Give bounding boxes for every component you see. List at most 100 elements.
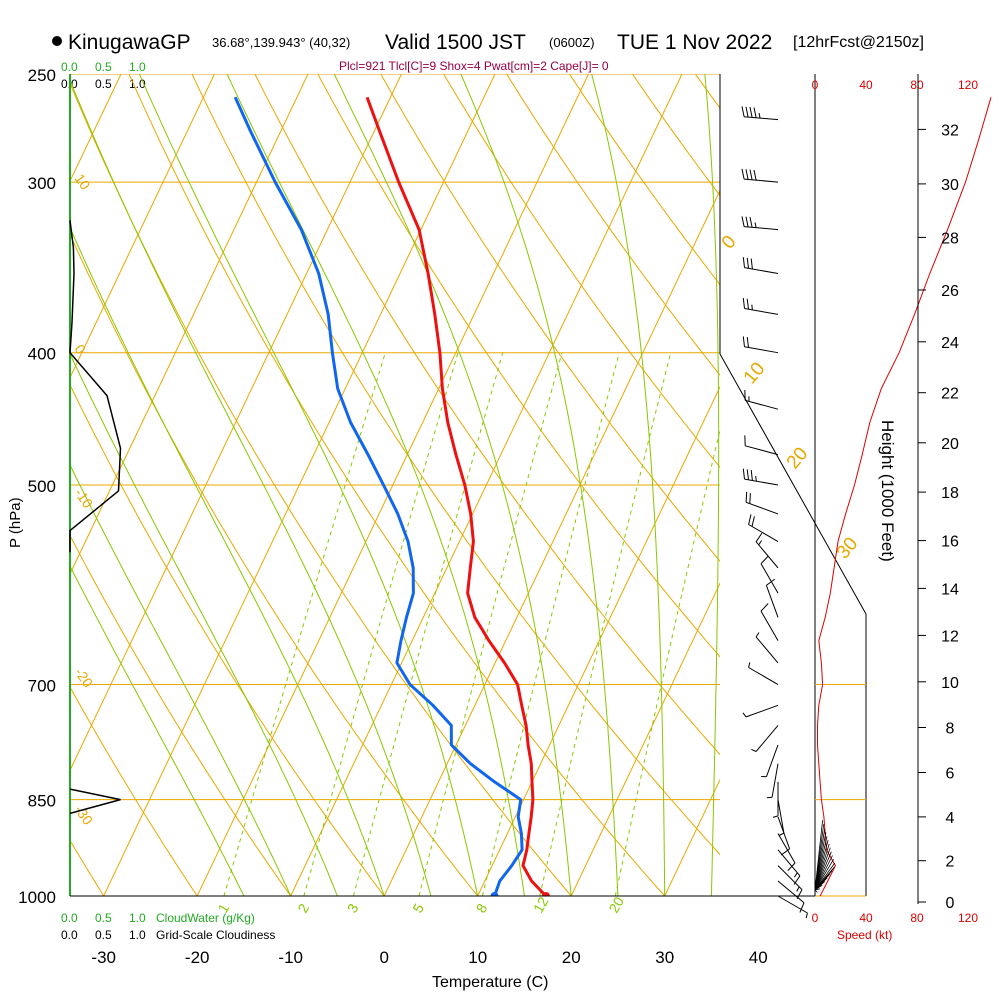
barb-flag [747, 337, 748, 347]
barb-staff [744, 227, 778, 230]
wind-barb [742, 169, 778, 182]
background-lines [0, 74, 1000, 896]
pressure-tick-label: 1000 [18, 888, 56, 907]
barb-flag [752, 516, 754, 526]
wind-barb [742, 106, 778, 119]
barb-half-flag [767, 797, 772, 798]
cloudiness-tick: 0.5 [95, 928, 112, 942]
height-tick-label: 12 [941, 628, 959, 645]
x-tick-label: 20 [562, 948, 581, 967]
wind-barb [749, 662, 778, 684]
utc-time: (0600Z) [549, 35, 595, 50]
barb-staff [761, 611, 778, 640]
barb-staff [756, 725, 778, 751]
barb-flag [749, 514, 751, 524]
wind-barb [761, 556, 778, 593]
wind-barb [767, 764, 778, 798]
wind-barb [743, 469, 778, 485]
height-tick-label: 26 [941, 283, 959, 300]
x-axis-title: Temperature (C) [432, 974, 548, 991]
pressure-tick-label: 400 [28, 345, 56, 364]
barb-half-flag [759, 541, 762, 545]
mixing-ratio-label: 3 [344, 901, 362, 916]
wind-barb [756, 533, 778, 568]
wind-barb [743, 257, 778, 273]
barb-flag [743, 336, 744, 346]
mixing-ratio-line [615, 353, 738, 896]
wind-speed-profile [818, 97, 992, 896]
station-dot-icon [52, 36, 62, 46]
barb-staff [745, 268, 779, 274]
wind-barb [743, 298, 778, 314]
wind-barb [766, 579, 778, 617]
pressure-tick-label: 700 [28, 677, 56, 696]
dry-adiabat-label: 10 [72, 171, 94, 193]
barb-staff [772, 764, 778, 798]
barb-staff [756, 542, 778, 568]
wind-barb [778, 850, 800, 885]
speed-tick-bottom: 40 [859, 911, 873, 925]
wind-barb [751, 725, 778, 751]
mixing-ratio-line [419, 353, 562, 896]
pressure-tick-label: 850 [28, 792, 56, 811]
barb-staff [749, 668, 778, 685]
barb-flag [747, 299, 748, 309]
wind-barb [756, 633, 778, 663]
barb-flag [751, 259, 752, 269]
wind-barb [746, 492, 778, 514]
barb-half-flag [773, 816, 778, 818]
barb-flag [746, 107, 748, 117]
barb-staff [761, 564, 778, 593]
wind-panel-border [720, 354, 866, 896]
cloudiness-tick: 1.0 [129, 928, 146, 942]
isotherm-label: 0 [718, 232, 741, 254]
wind-barb [742, 216, 778, 229]
barb-flag [761, 556, 768, 564]
mixing-ratio-label: 2 [294, 901, 312, 916]
barb-staff [778, 850, 800, 876]
speed-tick-top: 0 [812, 78, 819, 92]
height-tick-label: 28 [941, 230, 959, 247]
isotherm-label: 10 [740, 359, 770, 389]
height-tick-label: 8 [946, 721, 955, 738]
barb-half-flag [797, 887, 800, 892]
speed-tick-top: 40 [859, 78, 873, 92]
height-tick-label: 18 [941, 485, 959, 502]
station-name: KinugawaGP [68, 31, 191, 54]
pressure-tick-label: 300 [28, 174, 56, 193]
barb-flag [747, 469, 748, 479]
barb-staff [746, 705, 778, 717]
speed-tick-top: 120 [958, 78, 978, 92]
wind-barb [761, 745, 778, 777]
barb-staff [744, 179, 778, 182]
barb-staff [778, 800, 784, 833]
speed-tick-top: 80 [910, 78, 924, 92]
speed-axis-label: Speed (kt) [837, 928, 892, 942]
cloudiness-tick: 0.5 [95, 77, 112, 91]
cloudiness-label: Grid-Scale Cloudiness [156, 928, 275, 942]
x-tick-label: -30 [91, 948, 116, 967]
barb-staff [744, 117, 778, 120]
barb-staff [745, 479, 779, 485]
barb-flag [743, 469, 744, 479]
cloudiness-tick: 0.0 [61, 928, 78, 942]
barb-staff [749, 525, 778, 542]
height-tick-label: 32 [941, 122, 959, 139]
cloud-water-tick: 1.0 [129, 60, 146, 74]
wind-barb [749, 514, 778, 541]
height-tick-label: 2 [946, 854, 955, 871]
barb-flag [742, 106, 744, 116]
barb-flag [743, 257, 744, 267]
barb-half-flag [752, 305, 753, 310]
wind-barb [743, 336, 778, 352]
cloud-water-tick: 0.0 [61, 60, 78, 74]
barb-flag [750, 107, 752, 117]
dry-adiabat-label: -10 [72, 485, 97, 511]
barb-flag [746, 492, 747, 502]
cloud-axis-bottom: 0.0 0.5 1.0 CloudWater (g/Kg) 0.0 0.5 1.… [61, 911, 275, 942]
barb-flag [746, 217, 748, 227]
wind-barb [778, 896, 807, 918]
barb-flag [750, 170, 752, 180]
